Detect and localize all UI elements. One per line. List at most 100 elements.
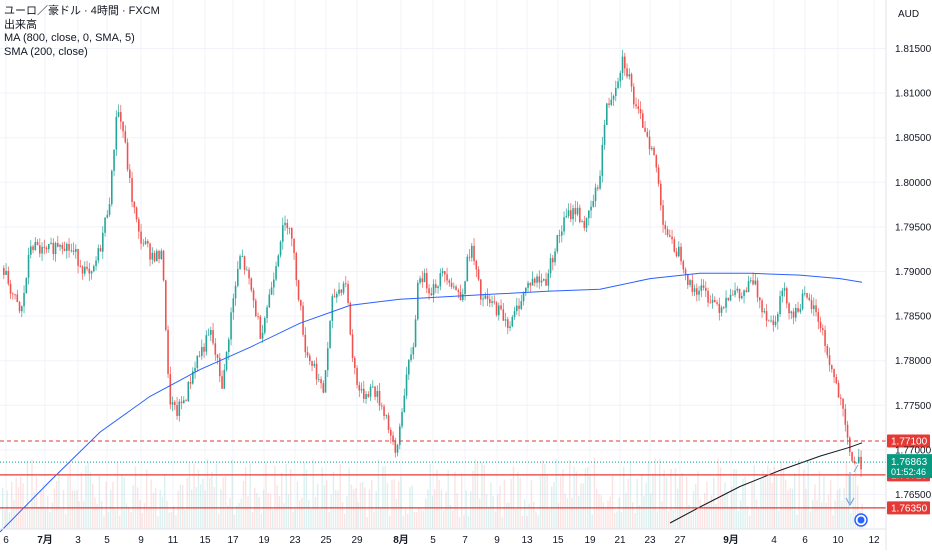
candle-body	[646, 131, 649, 137]
time-tick-label: 23	[289, 535, 301, 546]
candle-body	[570, 210, 572, 220]
volume-bar	[87, 461, 89, 529]
candle-body	[43, 246, 46, 248]
candle-body	[108, 204, 111, 215]
candle-body	[36, 241, 39, 246]
candle-body	[671, 236, 673, 240]
volume-bar	[92, 483, 94, 529]
candle-body	[561, 231, 563, 236]
volume-bar	[191, 489, 193, 529]
volume-bar	[24, 506, 26, 529]
volume-bar	[695, 483, 697, 529]
volume-indicator-label[interactable]: 出来高	[4, 18, 37, 31]
volume-bar	[683, 508, 686, 529]
volume-bar	[69, 459, 71, 529]
candle-body	[840, 397, 842, 399]
volume-bar	[85, 465, 87, 529]
volume-bar	[220, 488, 222, 529]
candle-body	[846, 424, 849, 438]
candle-body	[124, 131, 127, 143]
volume-bar	[211, 471, 213, 529]
volume-bar	[236, 505, 238, 529]
volume-bar	[438, 480, 440, 529]
volume-bar	[373, 511, 375, 529]
volume-bar	[391, 480, 393, 529]
candle-body	[482, 298, 484, 300]
volume-bar	[283, 503, 285, 529]
candle-body	[455, 286, 457, 291]
volume-bar	[173, 505, 175, 529]
volume-bar	[38, 506, 40, 529]
candle-body	[536, 276, 538, 283]
volume-bar	[197, 469, 200, 529]
volume-bar	[382, 466, 384, 529]
candle-body	[394, 440, 397, 453]
volume-bar	[582, 483, 584, 529]
volume-bar	[483, 464, 485, 529]
candle-body	[813, 305, 815, 309]
candle-body	[61, 244, 64, 249]
volume-bar	[121, 474, 123, 529]
volume-bar	[366, 516, 368, 529]
volume-bar	[4, 510, 6, 529]
volume-bar	[6, 490, 8, 529]
candle-body	[421, 278, 424, 283]
candle-body	[322, 383, 325, 393]
volume-bar	[411, 485, 413, 529]
volume-bar	[560, 476, 562, 529]
price-level-badge	[887, 434, 930, 448]
candle-body	[565, 216, 568, 218]
volume-bar	[209, 477, 211, 529]
candle-body	[3, 267, 5, 275]
candle-body	[41, 246, 43, 254]
volume-bar	[204, 490, 206, 529]
candle-body	[97, 248, 100, 261]
volume-bar	[143, 503, 146, 529]
ma-indicator-label[interactable]: MA (800, close, 0, SMA, 5)	[4, 32, 135, 44]
candle-body	[509, 326, 511, 328]
candle-body	[336, 293, 338, 298]
volume-bar	[292, 511, 294, 529]
candle-body	[666, 229, 669, 236]
volume-bar	[89, 472, 92, 529]
candle-body	[250, 278, 253, 291]
candle-body	[5, 270, 7, 275]
candle-body	[464, 281, 466, 295]
candle-body	[84, 266, 86, 274]
sma-indicator-label[interactable]: SMA (200, close)	[4, 45, 88, 58]
volume-bar	[467, 515, 470, 529]
price-level-badge	[887, 501, 930, 515]
volume-bar	[652, 473, 654, 529]
volume-bar	[611, 475, 614, 529]
volume-bar	[713, 477, 715, 529]
candle-body	[45, 247, 48, 250]
candle-body	[252, 290, 255, 301]
go-to-realtime-icon-dot	[857, 516, 865, 524]
candle-body	[194, 367, 196, 372]
candle-body	[295, 253, 298, 281]
candle-body	[765, 311, 768, 321]
sma-200-line[interactable]	[0, 272, 863, 533]
candle-body	[435, 284, 437, 289]
volume-bar	[368, 489, 371, 529]
volume-bar	[512, 466, 515, 529]
candle-body	[808, 297, 811, 301]
candle-body	[333, 296, 336, 298]
candle-body	[608, 103, 610, 105]
ma-800-line[interactable]	[669, 442, 863, 524]
volume-bar	[155, 488, 157, 529]
volume-bar	[668, 511, 670, 529]
volume-bar	[670, 469, 672, 529]
volume-bar	[787, 490, 789, 529]
volume-bar	[580, 483, 582, 529]
volume-bar	[170, 512, 173, 529]
symbol-title[interactable]: ユーロ／豪ドル · 4時間 · FXCM	[4, 5, 160, 17]
candle-body	[558, 235, 561, 236]
volume-bar	[188, 462, 191, 529]
candle-body	[687, 274, 689, 285]
price-tick-label: 1.81000	[895, 89, 932, 100]
volume-bar	[843, 488, 845, 529]
volume-bar	[256, 492, 258, 529]
